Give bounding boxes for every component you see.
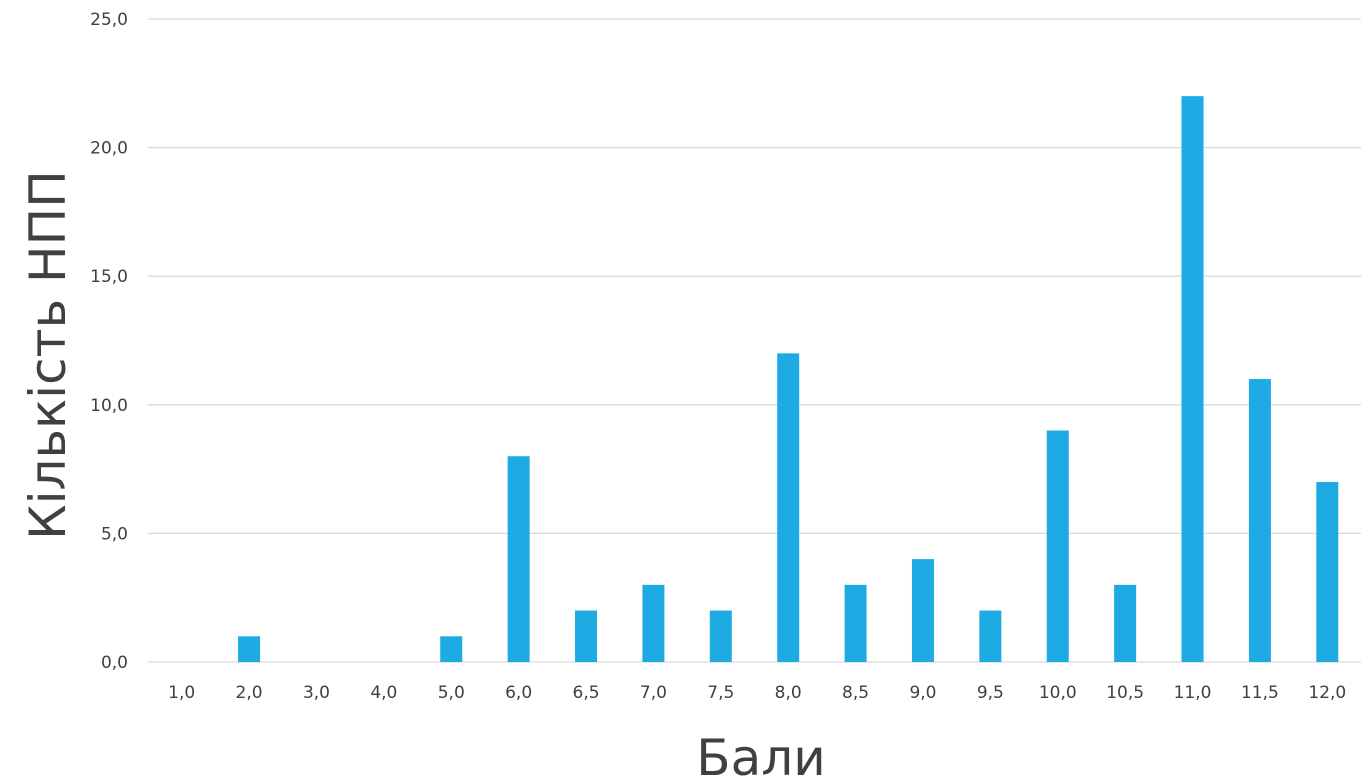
y-tick-label: 10,0: [90, 396, 128, 416]
bar-9: [777, 353, 800, 662]
bar-13: [1046, 430, 1069, 662]
y-axis-ticks: 0,0 5,0 10,0 15,0 20,0 25,0: [90, 10, 128, 673]
y-tick-label: 15,0: [90, 267, 128, 287]
x-tick-label: 3,0: [303, 683, 330, 703]
x-tick-label: 10,5: [1106, 683, 1144, 703]
x-tick-label: 7,5: [707, 683, 734, 703]
x-tick-label: 1,0: [168, 683, 195, 703]
y-tick-label: 25,0: [90, 10, 128, 30]
x-tick-label: 8,0: [775, 683, 802, 703]
bar-7: [642, 584, 665, 662]
y-tick-label: 20,0: [90, 139, 128, 159]
x-tick-label: 11,0: [1174, 683, 1212, 703]
x-tick-label: 2,0: [236, 683, 263, 703]
x-tick-label: 9,5: [977, 683, 1004, 703]
bar-15: [1181, 96, 1204, 662]
bar-4: [440, 636, 463, 662]
x-tick-label: 4,0: [370, 683, 397, 703]
bar-6: [575, 610, 598, 662]
bar-12: [979, 610, 1002, 662]
bar-11: [911, 559, 934, 662]
bar-17: [1316, 481, 1339, 662]
x-axis-ticks: 1,0 2,0 3,0 4,0 5,0 6,0 6,5 7,0 7,5 8,0 8,5 9,0 9,5 1…: [168, 683, 1346, 703]
bar-8: [709, 610, 732, 662]
bar-5: [507, 456, 530, 662]
x-tick-label: 11,5: [1241, 683, 1279, 703]
gridlines: [148, 18, 1361, 663]
bars: [238, 96, 1339, 662]
x-tick-label: 12,0: [1308, 683, 1346, 703]
x-tick-label: 7,0: [640, 683, 667, 703]
bar-10: [844, 584, 867, 662]
x-tick-label: 6,5: [573, 683, 600, 703]
x-axis-title: Бали: [696, 729, 825, 777]
x-tick-label: 6,0: [505, 683, 532, 703]
x-tick-label: 5,0: [438, 683, 465, 703]
y-tick-label: 5,0: [101, 524, 128, 544]
bar-1: [238, 636, 261, 662]
x-tick-label: 8,5: [842, 683, 869, 703]
x-tick-label: 10,0: [1039, 683, 1077, 703]
bar-14: [1114, 584, 1137, 662]
bar-16: [1248, 379, 1271, 662]
x-tick-label: 9,0: [909, 683, 936, 703]
y-tick-label: 0,0: [101, 653, 128, 673]
y-axis-title: Кількість НПП: [19, 170, 77, 540]
